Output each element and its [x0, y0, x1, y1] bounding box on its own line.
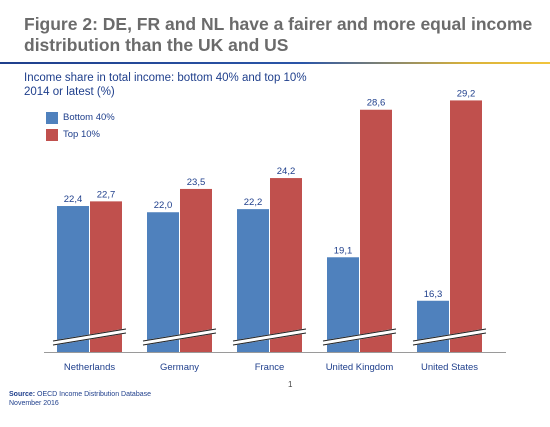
legend-label-top: Top 10%	[63, 129, 100, 140]
bar-value-label-bottom-0: 22,4	[64, 194, 83, 205]
bar-value-label-bottom-2: 22,2	[244, 197, 263, 208]
category-label-4: United States	[421, 362, 478, 373]
legend-swatch-top	[46, 128, 58, 141]
page-number: 1	[288, 380, 293, 389]
legend-swatch-bottom	[46, 111, 58, 124]
axis-break-line-a-1	[142, 332, 217, 346]
bar-top-2	[270, 178, 302, 352]
source-label: Source:	[9, 391, 36, 398]
bar-value-label-top-2: 24,2	[277, 166, 296, 177]
category-label-0: Netherlands	[64, 362, 115, 373]
axis-break-gap-0	[52, 328, 127, 346]
category-label-1: Germany	[160, 362, 199, 373]
bar-top-1	[180, 188, 212, 352]
chart-subtitle: Income share in total income: bottom 40%…	[24, 71, 424, 99]
legend: Bottom 40% Top 10%	[46, 110, 115, 144]
source-date: November 2016	[9, 400, 59, 407]
bar-value-label-top-3: 28,6	[367, 98, 386, 109]
category-label-3: United Kingdom	[326, 362, 394, 373]
axis-break-line-a-0	[52, 332, 127, 346]
axis-break-line-a-4	[412, 332, 487, 346]
source-text: OECD Income Distribution Database	[37, 391, 152, 398]
axis-break-line-b-2	[232, 328, 307, 342]
axis-break-gap-3	[322, 328, 397, 346]
bar-bottom-4	[417, 300, 449, 352]
axis-break-line-b-4	[412, 328, 487, 342]
title-divider	[0, 62, 550, 64]
axis-break-gap-2	[232, 328, 307, 346]
bar-value-label-top-0: 22,7	[97, 189, 116, 200]
legend-item-bottom: Bottom 40%	[46, 110, 115, 125]
axis-break-line-b-1	[142, 328, 217, 342]
bar-bottom-1	[147, 212, 179, 352]
bar-bottom-0	[57, 206, 89, 352]
category-label-2: France	[255, 362, 285, 373]
bar-value-label-bottom-1: 22,0	[154, 200, 173, 211]
bar-value-label-top-4: 29,2	[457, 88, 476, 99]
bar-value-label-bottom-3: 19,1	[334, 245, 353, 256]
subtitle-line-2: 2014 or latest (%)	[24, 86, 115, 98]
axis-break-gap-4	[412, 328, 487, 346]
bar-top-0	[90, 201, 122, 352]
bar-value-label-bottom-4: 16,3	[424, 289, 443, 300]
axis-break-line-b-0	[52, 328, 127, 342]
axis-break-gap-1	[142, 328, 217, 346]
bar-value-label-top-1: 23,5	[187, 177, 206, 188]
axis-break-line-a-2	[232, 332, 307, 346]
chart-title: Figure 2: DE, FR and NL have a fairer an…	[24, 14, 533, 55]
bar-bottom-2	[237, 209, 269, 352]
source-note: Source: OECD Income Distribution Databas…	[9, 390, 151, 408]
axis-break-line-b-3	[322, 328, 397, 342]
subtitle-line-1: Income share in total income: bottom 40%…	[24, 72, 307, 84]
legend-label-bottom: Bottom 40%	[63, 112, 115, 123]
axis-break-line-a-3	[322, 332, 397, 346]
legend-item-top: Top 10%	[46, 127, 115, 142]
bar-top-3	[360, 109, 392, 352]
bar-top-4	[450, 100, 482, 353]
